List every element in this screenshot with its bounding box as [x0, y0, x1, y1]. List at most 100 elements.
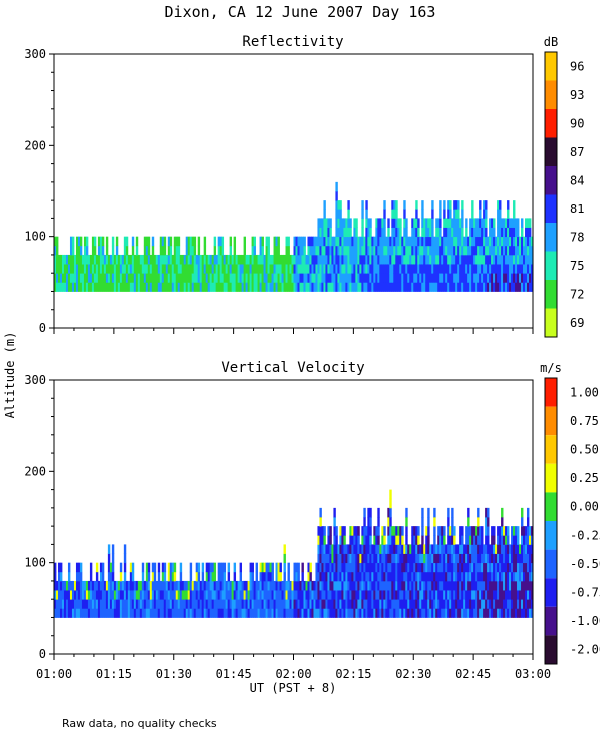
heatmap-cell: [379, 571, 382, 582]
heatmap-cell: [303, 236, 306, 247]
heatmap-cell: [531, 599, 534, 609]
heatmap-cell: [99, 608, 103, 618]
heatmap-cell: [55, 590, 59, 600]
heatmap-cell: [375, 526, 378, 536]
heatmap-cell: [321, 282, 324, 292]
heatmap-cell: [325, 590, 328, 600]
heatmap-cell: [317, 571, 320, 582]
heatmap-cell: [93, 580, 97, 591]
heatmap-cell: [347, 236, 350, 247]
heatmap-cell: [133, 608, 137, 618]
heatmap-cell: [143, 282, 147, 292]
heatmap-cell: [479, 571, 482, 582]
heatmap-cell: [501, 535, 504, 545]
heatmap-cell: [409, 571, 412, 582]
heatmap-cell: [177, 580, 181, 591]
heatmap-cell: [277, 282, 280, 292]
heatmap-cell: [173, 254, 177, 265]
heatmap-cell: [59, 264, 63, 274]
heatmap-cell: [459, 571, 462, 582]
heatmap-cell: [79, 254, 83, 265]
heatmap-cell: [495, 590, 498, 600]
heatmap-cell: [413, 571, 416, 582]
heatmap-cell: [469, 526, 472, 536]
heatmap-cell: [407, 553, 410, 564]
heatmap-cell: [185, 580, 189, 591]
heatmap-cell: [515, 273, 518, 283]
heatmap-cell: [191, 608, 195, 618]
heatmap-cell: [439, 608, 442, 618]
heatmap-cell: [241, 282, 245, 292]
heatmap-cell: [117, 273, 121, 283]
heatmap-cell: [155, 599, 159, 609]
heatmap-cell: [227, 264, 231, 274]
heatmap-cell: [387, 571, 390, 582]
heatmap-cell: [525, 227, 528, 238]
heatmap-cell: [527, 544, 530, 554]
heatmap-cell: [131, 571, 135, 582]
heatmap-cell: [137, 599, 141, 609]
heatmap-cell: [147, 273, 151, 283]
heatmap-cell: [75, 264, 79, 274]
heatmap-cell: [531, 273, 534, 283]
heatmap-cell: [357, 571, 360, 582]
heatmap-cell: [423, 571, 426, 582]
heatmap-cell: [285, 599, 288, 609]
heatmap-cell: [319, 254, 322, 265]
heatmap-cell: [143, 608, 147, 618]
heatmap-cell: [519, 273, 522, 283]
heatmap-cell: [251, 571, 254, 582]
heatmap-cell: [491, 535, 494, 545]
heatmap-cell: [529, 254, 532, 265]
heatmap-cell: [497, 608, 500, 618]
heatmap-cell: [333, 517, 336, 527]
heatmap-cell: [389, 236, 392, 247]
heatmap-cell: [371, 273, 374, 283]
heatmap-cell: [399, 236, 402, 247]
heatmap-cell: [273, 236, 276, 247]
heatmap-cell: [315, 264, 318, 274]
heatmap-cell: [317, 273, 320, 283]
heatmap-cell: [413, 264, 416, 274]
heatmap-cell: [241, 599, 245, 609]
heatmap-cell: [417, 218, 420, 228]
heatmap-cell: [411, 599, 414, 609]
heatmap-cell: [241, 580, 245, 591]
heatmap-cell: [485, 227, 488, 238]
heatmap-cell: [531, 282, 534, 292]
heatmap-cell: [315, 590, 318, 600]
heatmap-cell: [207, 571, 211, 582]
heatmap-cell: [137, 264, 141, 274]
heatmap-cell: [357, 580, 360, 591]
heatmap-cell: [503, 273, 506, 283]
heatmap-cell: [401, 254, 404, 265]
heatmap-cell: [471, 264, 474, 274]
heatmap-cell: [411, 580, 414, 591]
heatmap-cell: [335, 245, 338, 256]
heatmap-cell: [475, 535, 478, 545]
heatmap-cell: [191, 236, 195, 247]
heatmap-cell: [503, 218, 506, 228]
heatmap-cell: [187, 590, 191, 600]
heatmap-cell: [387, 544, 390, 554]
heatmap-cell: [461, 608, 464, 618]
heatmap-cell: [141, 580, 145, 591]
heatmap-cell: [425, 580, 428, 591]
heatmap-cell: [169, 590, 173, 600]
heatmap-cell: [445, 273, 448, 283]
heatmap-cell: [461, 553, 464, 564]
heatmap-cell: [471, 580, 474, 591]
heatmap-cell: [309, 562, 312, 573]
heatmap-cell: [165, 599, 169, 609]
heatmap-cell: [487, 580, 490, 591]
heatmap-cell: [459, 218, 462, 228]
heatmap-cell: [393, 535, 396, 545]
heatmap-cell: [287, 254, 290, 265]
heatmap-cell: [243, 599, 246, 609]
heatmap-cell: [133, 264, 137, 274]
heatmap-cell: [257, 590, 260, 600]
heatmap-cell: [257, 254, 260, 265]
heatmap-cell: [401, 264, 404, 274]
heatmap-cell: [367, 264, 370, 274]
heatmap-cell: [185, 273, 189, 283]
